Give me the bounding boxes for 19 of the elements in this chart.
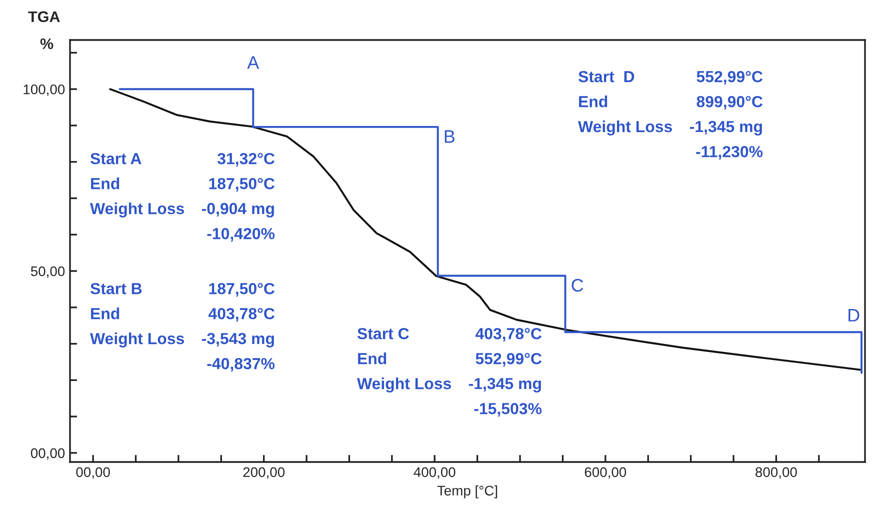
text: Start D 552,99°C End 899,90°C Weight Loss -1,345 mg -11,230% [578,70,763,160]
annotation: B [444,130,454,143]
x-tick-label: 800,00 [756,467,797,479]
text: Start C 403,78°C End 552,99°C Weight Loss -1,345 mg -15,503% [357,328,542,417]
x-tick-label: 400,00 [414,467,456,479]
y-axis-title: % [40,38,54,50]
x-tick-label: 600,00 [584,467,626,479]
x-axis-title: Temp [°C] [437,485,498,498]
y-tick-label: 100,00 [24,84,65,96]
annotation: D [848,309,860,322]
chart-title: TGA [28,11,60,22]
annotation: C [572,278,584,292]
x-tick-label: 00,00 [76,467,110,479]
text: Start B 187,50°C End 403,78°C Weight Loss -3,543 mg -40,837% [90,282,275,372]
x-tick-label: 200,00 [243,467,285,479]
text: Start A 31,32°C End 187,50°C Weight Loss -0,904 mg -10,420% [90,152,275,242]
annotation: A [247,56,260,69]
y-tick-label: 50,00 [30,266,65,278]
y-tick-label: 00,00 [30,448,65,460]
